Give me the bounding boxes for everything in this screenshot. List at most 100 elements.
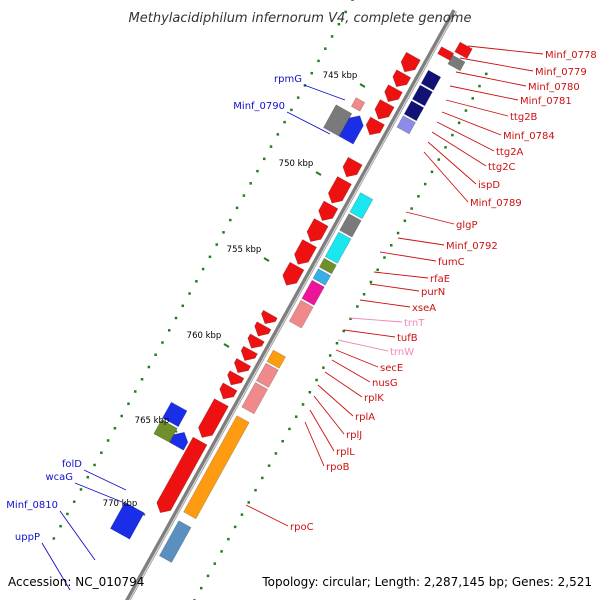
leader-line: [303, 84, 346, 101]
leader-line: [455, 71, 527, 87]
tick-dot: [79, 488, 83, 491]
gene-outer2-0: [447, 54, 466, 72]
tick-dot: [199, 586, 203, 590]
backbone: [125, 9, 457, 600]
tick-dot: [310, 71, 313, 75]
gene-label-ttg2C: ttg2C: [488, 162, 516, 173]
gene-label-secE: secE: [380, 363, 403, 374]
gene-outer-3: [403, 100, 425, 122]
gene-label-trnT: trnT: [404, 318, 425, 329]
gene-outer-8: [318, 257, 337, 275]
leader-line: [304, 421, 325, 467]
gene-left-pink: [350, 97, 366, 112]
tick-dot: [267, 464, 271, 467]
gene-red-inner-5: [342, 156, 363, 178]
gene-label-xseA: xseA: [412, 303, 436, 314]
gene-red-inner-0: [400, 51, 421, 73]
tick-dot: [86, 475, 90, 479]
gene-red-inner-10: [282, 261, 305, 286]
tick-dot: [66, 512, 69, 516]
major-tick: [359, 83, 366, 88]
tick-dot: [337, 22, 341, 26]
gene-red-inner-19: [156, 436, 208, 514]
tick-dot: [444, 146, 447, 149]
tick-dot: [52, 537, 56, 540]
gene-outer-1: [420, 69, 442, 91]
gene-outer-10: [301, 279, 325, 306]
gene-outer-9: [312, 268, 332, 286]
tick-dot: [324, 47, 327, 50]
tick-dot: [451, 133, 454, 137]
leader-line: [467, 45, 544, 55]
tick-dot: [233, 525, 237, 529]
leader-line: [59, 510, 96, 561]
leader-line: [405, 211, 455, 225]
leader-line: [331, 359, 371, 383]
tick-dot: [294, 415, 298, 418]
tick-dot: [120, 414, 123, 418]
tick-dot: [485, 72, 488, 76]
tick-dot: [322, 366, 325, 369]
gene-label-nusG: nusG: [372, 378, 398, 389]
leader-line: [349, 317, 403, 323]
leader-line: [324, 371, 363, 398]
gene-outer-2: [411, 84, 433, 107]
accession-label: Accession: NC_010794: [8, 575, 144, 589]
gene-red-inner-18: [198, 398, 229, 438]
tick-dot: [457, 121, 461, 125]
tick-dot: [247, 501, 250, 504]
tick-dot: [93, 463, 96, 467]
tick-dot: [349, 317, 352, 320]
gene-label-Minf_0778: Minf_0778: [545, 50, 597, 61]
leader-line: [436, 121, 495, 152]
gene-label-purN: purN: [421, 287, 445, 298]
tick-dot: [154, 353, 157, 357]
gene-label-fumC: fumC: [438, 257, 465, 268]
leader-line: [423, 151, 469, 203]
tick-dot: [208, 255, 212, 259]
tick-dot: [100, 451, 103, 454]
tick-dot: [362, 293, 366, 296]
tick-dot: [106, 439, 110, 442]
gene-label-Minf_0780: Minf_0780: [528, 82, 580, 93]
tick-dot: [213, 562, 217, 565]
tick-dot: [249, 182, 252, 185]
gene-label-ttg2B: ttg2B: [510, 112, 538, 123]
tick-dot: [403, 219, 407, 223]
tick-dot: [471, 97, 474, 100]
gene-label-tufB: tufB: [397, 333, 418, 344]
gene-outer2-1: [454, 41, 473, 59]
tick-dot: [317, 59, 320, 63]
tick-dot: [308, 390, 312, 394]
gene-red-inner-15: [233, 357, 252, 374]
tick-label: 760 kbp: [187, 331, 222, 341]
tick-dots: [52, 0, 488, 600]
tick-dot: [390, 244, 393, 247]
gene-red-inner-2: [384, 84, 403, 103]
gene-red-inner-7: [318, 200, 339, 221]
leader-line: [74, 482, 123, 503]
tick-dot: [59, 524, 62, 528]
tick-dot: [215, 243, 218, 246]
backbone-line: [125, 9, 457, 600]
gene-red-inner-12: [254, 321, 272, 337]
gene-label-rpmG: rpmG: [274, 74, 302, 85]
tick-dot: [301, 403, 305, 406]
tick-dot: [274, 452, 278, 455]
label-leaders: [41, 45, 544, 591]
leader-line: [449, 85, 519, 101]
leader-line: [373, 271, 429, 279]
tick-dot: [335, 341, 339, 345]
tick-dot: [269, 145, 273, 148]
gene-label-rplK: rplK: [364, 393, 384, 404]
major-tick: [223, 343, 230, 348]
tick-dot: [195, 280, 198, 283]
tick-dot: [235, 206, 239, 210]
leader-line: [359, 299, 411, 308]
gene-red-inner-3: [374, 99, 395, 120]
gene-outer-7: [324, 231, 352, 264]
tick-dot: [113, 426, 117, 430]
gene-label-Minf_0779: Minf_0779: [535, 67, 587, 78]
gene-red-inner-6: [327, 176, 352, 204]
